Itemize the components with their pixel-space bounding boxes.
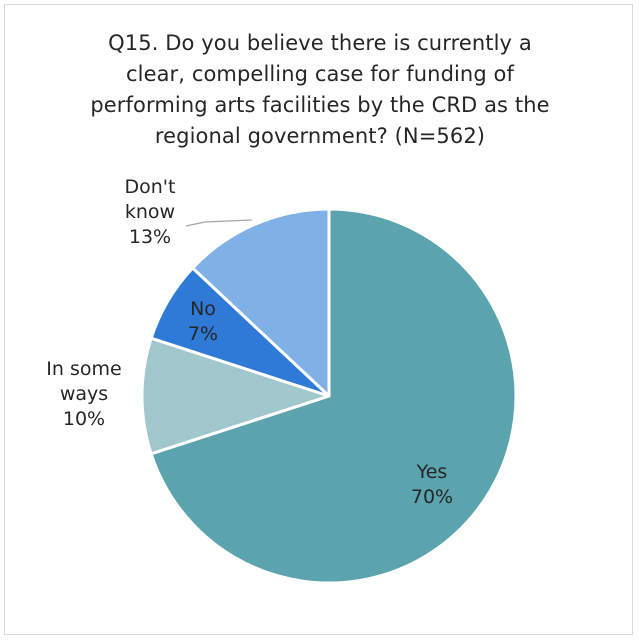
- slice-label-line: 7%: [188, 323, 218, 345]
- chart-title-line: regional government? (N=562): [154, 124, 486, 148]
- slice-label-line: know: [125, 201, 175, 223]
- chart-title-line: Q15. Do you believe there is currently a: [108, 31, 532, 55]
- pie-slice-don-t-know: [191, 207, 331, 398]
- chart-title-line: performing arts facilities by the CRD as…: [90, 93, 550, 117]
- slice-label-line: Yes: [416, 461, 448, 483]
- slice-label-line: In some: [46, 358, 121, 380]
- slice-label-line: No: [190, 298, 216, 320]
- chart-title: Q15. Do you believe there is currently a…: [40, 28, 600, 152]
- chart-title-line: clear, compelling case for funding of: [125, 62, 514, 86]
- slice-label-line: ways: [60, 383, 108, 405]
- slice-label-in-some-ways: In some ways 10%: [46, 358, 121, 430]
- slice-label-no: No 7%: [188, 298, 218, 345]
- slice-label-line: 13%: [129, 226, 171, 248]
- slice-label-line: 10%: [63, 408, 105, 430]
- pie-slice-in-some-ways: [140, 336, 331, 456]
- leader-line-dont-know: [185, 219, 253, 227]
- slice-label-don-t-know: Don't know 13%: [125, 176, 176, 248]
- slice-label-line: 70%: [411, 486, 453, 508]
- pie-slice-yes: [149, 207, 518, 585]
- slice-label-line: Don't: [125, 176, 176, 198]
- slice-label-yes: Yes 70%: [411, 461, 453, 508]
